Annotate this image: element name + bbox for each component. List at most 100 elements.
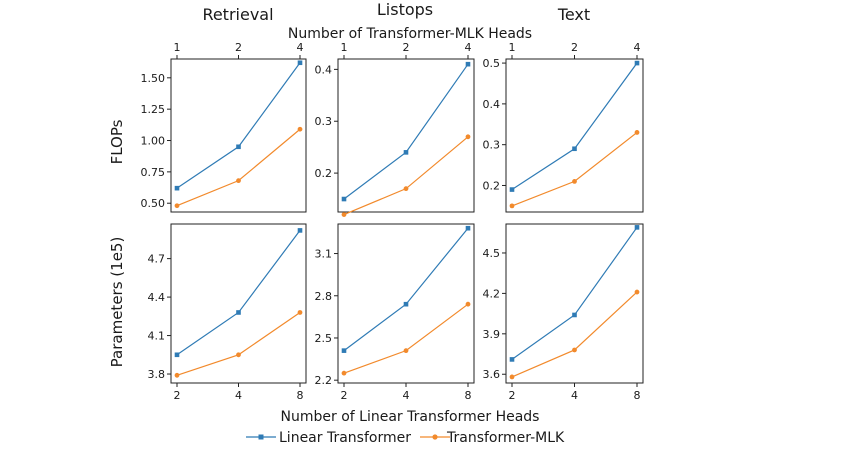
row-label-flops: FLOPs: [108, 119, 126, 164]
y-tick-label: 0.4: [315, 63, 333, 76]
transformer-mlk-point: [634, 130, 640, 135]
panel-3: 0.2 0.3 0.4 0.5 1 2 4: [483, 41, 644, 213]
linear-transformer-point: [341, 196, 347, 202]
linear-transformer-line: [343, 63, 469, 200]
y-tick-label: 0.3: [483, 139, 501, 152]
y-tick-label: 3.9: [483, 328, 501, 341]
legend: Linear Transformer Transformer-MLK: [246, 430, 565, 446]
column-title-retrieval: Retrieval: [202, 5, 273, 24]
legend-mlk-label: Transformer-MLK: [446, 430, 565, 446]
bottom-x-tick-label: 8: [634, 389, 641, 402]
panel-2: 0.2 0.3 0.4 1 2 4: [315, 41, 475, 217]
transformer-mlk-point: [403, 348, 409, 354]
linear-transformer-point: [297, 60, 303, 66]
transformer-mlk-line: [511, 291, 638, 378]
linear-transformer-line: [176, 62, 301, 189]
linear-transformer-point: [174, 352, 180, 358]
transformer-mlk-point: [572, 347, 577, 353]
legend-linear-marker: [258, 434, 264, 440]
y-tick-label: 0.2: [315, 167, 333, 180]
row-label-parameters: Parameters (1e5): [108, 237, 126, 368]
y-tick-label: 0.5: [483, 57, 501, 70]
transformer-mlk-point: [572, 179, 577, 184]
linear-transformer-point: [236, 144, 241, 150]
transformer-mlk-point: [297, 126, 303, 132]
y-tick-label: 2.2: [315, 374, 333, 387]
transformer-mlk-line: [343, 303, 469, 374]
linear-transformer-point: [509, 187, 515, 192]
linear-transformer-line: [511, 227, 638, 360]
panel-6: 3.6 3.9 4.2 4.5 2 4 8: [483, 223, 644, 402]
bottom-x-tick-label: 2: [174, 389, 181, 402]
y-tick-label: 1.25: [141, 103, 166, 116]
transformer-mlk-line: [343, 136, 469, 216]
transformer-mlk-point: [174, 372, 180, 378]
linear-transformer-point: [465, 61, 471, 67]
panel-1: 0.50 0.75 1.00 1.25 1.50 1 2 4: [141, 41, 307, 213]
linear-transformer-point: [572, 312, 577, 318]
y-tick-label: 3.8: [148, 368, 166, 381]
linear-transformer-line: [511, 62, 638, 191]
bottom-x-tick-label: 4: [403, 389, 410, 402]
y-tick-label: 1.00: [141, 135, 166, 148]
y-tick-label: 0.50: [141, 197, 166, 210]
top-x-tick-label: 4: [634, 41, 641, 54]
transformer-mlk-point: [509, 374, 515, 380]
transformer-mlk-line: [176, 128, 301, 207]
y-tick-label: 3.6: [483, 368, 501, 381]
y-tick-label: 4.4: [148, 291, 166, 304]
bottom-axis-title: Number of Linear Transformer Heads: [281, 409, 540, 425]
bottom-x-tick-label: 2: [341, 389, 348, 402]
linear-transformer-line: [343, 227, 469, 352]
linear-transformer-point: [465, 225, 471, 231]
top-x-tick-label: 4: [297, 41, 304, 54]
legend-linear-label: Linear Transformer: [279, 430, 411, 446]
top-axis-title: Number of Transformer-MLK Heads: [288, 26, 532, 42]
bottom-x-tick-label: 4: [235, 389, 242, 402]
y-tick-label: 0.75: [141, 166, 166, 179]
transformer-mlk-line: [511, 131, 638, 207]
transformer-mlk-point: [465, 134, 471, 140]
linear-transformer-point: [572, 146, 577, 152]
y-tick-label: 1.50: [141, 72, 166, 85]
top-x-tick-label: 2: [403, 41, 410, 54]
transformer-mlk-point: [236, 352, 241, 358]
column-title-listops: Listops: [377, 0, 433, 19]
top-x-tick-label: 1: [341, 41, 348, 54]
transformer-mlk-point: [297, 310, 303, 315]
y-tick-label: 4.5: [483, 247, 501, 260]
linear-transformer-point: [634, 225, 640, 230]
column-title-text: Text: [557, 5, 590, 24]
transformer-mlk-point: [509, 203, 515, 209]
linear-transformer-point: [403, 301, 409, 307]
y-tick-label: 0.4: [483, 98, 501, 111]
top-x-tick-label: 2: [571, 41, 578, 54]
transformer-mlk-point: [403, 186, 409, 192]
bottom-x-tick-label: 4: [571, 389, 578, 402]
linear-transformer-point: [509, 357, 515, 362]
y-tick-label: 2.5: [315, 332, 333, 345]
legend-mlk-marker: [432, 434, 438, 440]
panel-5: 2.2 2.5 2.8 3.1 2 4 8: [315, 223, 475, 402]
top-x-tick-label: 4: [465, 41, 472, 54]
panel-frame: [505, 58, 644, 213]
bottom-x-tick-label: 8: [297, 389, 304, 402]
transformer-mlk-point: [174, 203, 180, 209]
top-x-tick-label: 1: [174, 41, 181, 54]
y-tick-label: 0.2: [483, 179, 501, 192]
y-tick-label: 4.7: [148, 253, 166, 266]
transformer-mlk-point: [236, 178, 241, 184]
y-tick-label: 4.2: [483, 287, 501, 300]
transformer-mlk-point: [341, 212, 347, 217]
y-tick-label: 2.8: [315, 290, 333, 303]
bottom-x-tick-label: 8: [465, 389, 472, 402]
top-x-tick-label: 1: [509, 41, 516, 54]
panel-4: 3.8 4.1 4.4 4.7 2 4 8: [148, 223, 307, 402]
linear-transformer-line: [176, 230, 301, 356]
linear-transformer-point: [341, 348, 347, 353]
bottom-x-tick-label: 2: [509, 389, 516, 402]
transformer-mlk-line: [176, 311, 301, 376]
linear-transformer-point: [236, 310, 241, 315]
linear-transformer-point: [403, 150, 409, 155]
